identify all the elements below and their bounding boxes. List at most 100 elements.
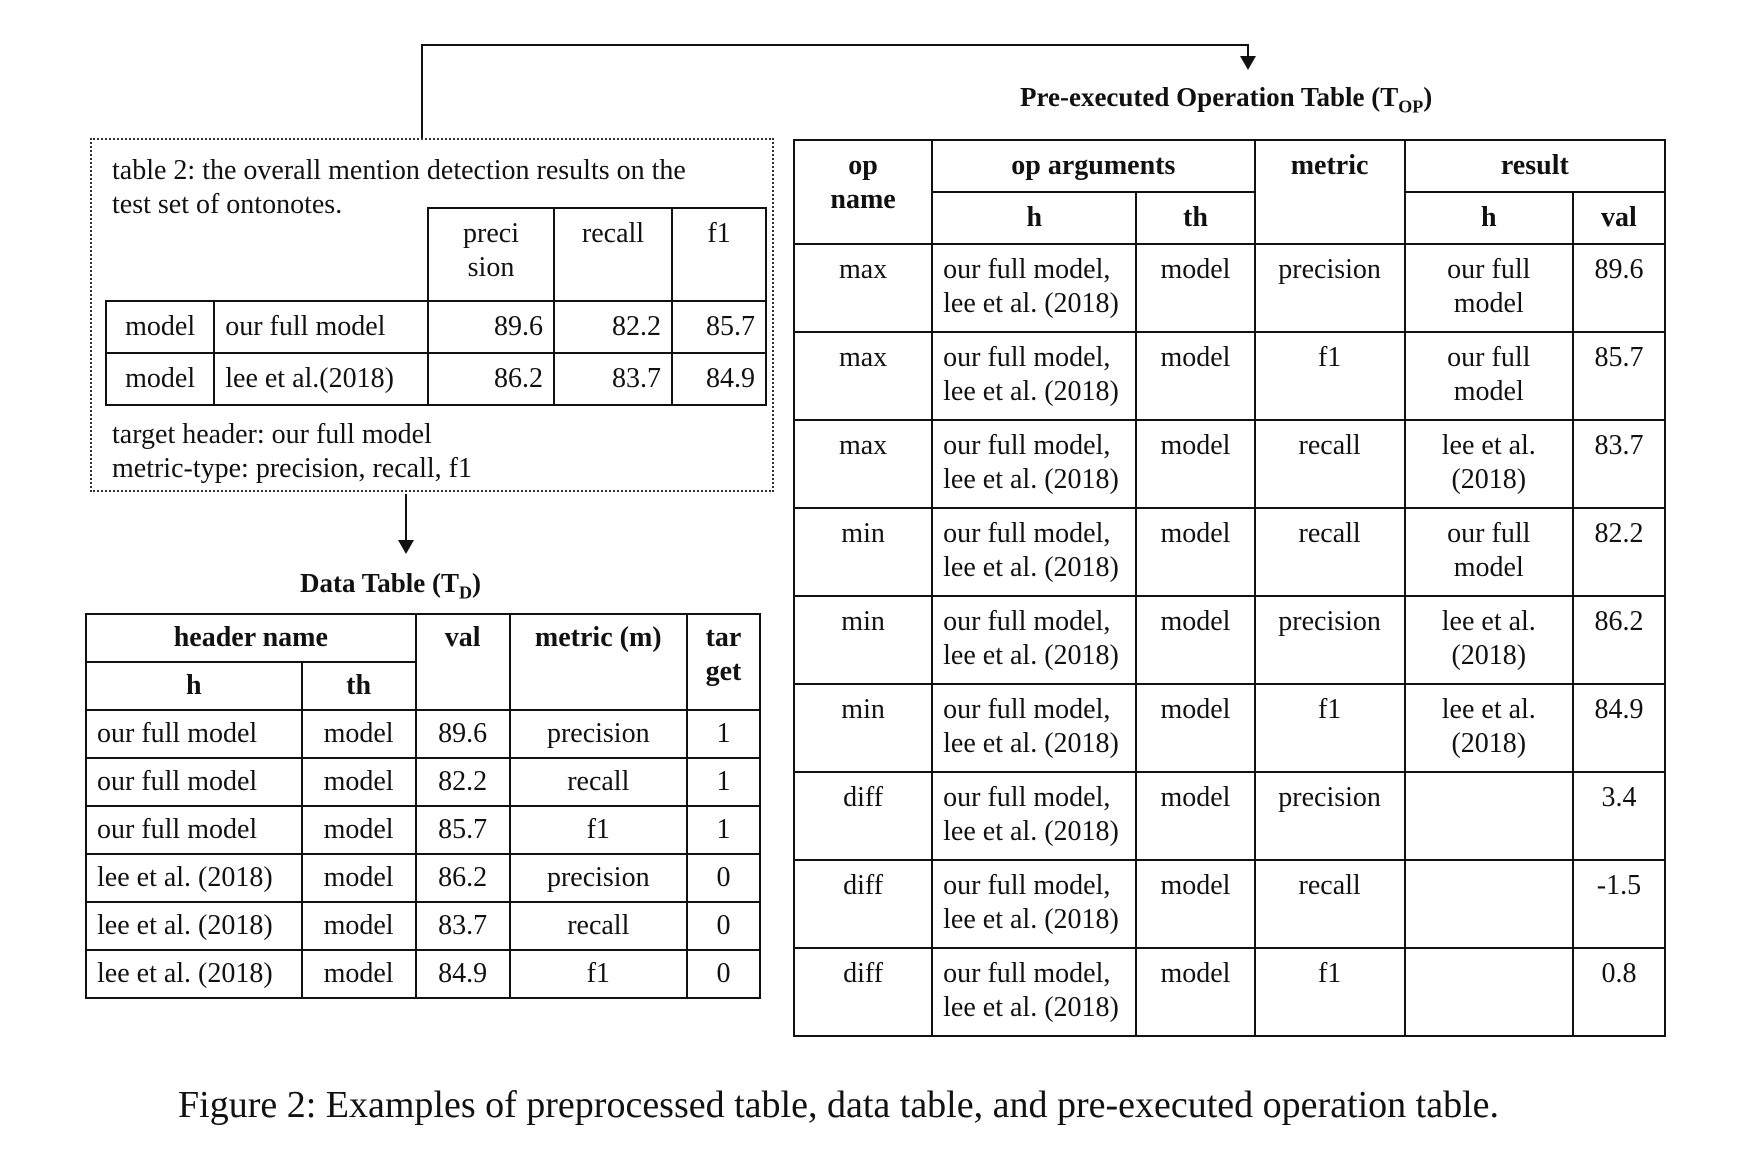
data-cell: precision <box>508 709 688 759</box>
snippet-cell: 89.6 <box>427 300 555 354</box>
th-header: th <box>300 661 417 711</box>
op-cell: max <box>792 243 934 333</box>
op-cell: max <box>792 331 934 421</box>
data-cell: 82.2 <box>414 757 511 807</box>
op-cell: our full model, lee et al. (2018) <box>931 507 1138 597</box>
data-table: header name val metric (m) tar get h th … <box>85 613 762 999</box>
data-cell: model <box>300 949 417 999</box>
snippet-caption-line2: test set of ontonotes. <box>112 189 343 220</box>
op-cell: lee et al. (2018) <box>1403 595 1574 685</box>
snippet-cell: 82.2 <box>553 300 673 354</box>
op-table-title-end: ) <box>1423 82 1433 112</box>
op-cell: f1 <box>1253 683 1406 773</box>
data-cell: lee et al. (2018) <box>85 901 303 951</box>
table-row: diff our full model, lee et al. (2018) mod… <box>792 947 1667 1037</box>
op-cell: our full model, lee et al. (2018) <box>931 859 1138 949</box>
data-cell: 0 <box>685 853 762 903</box>
snippet-col-f1: f1 <box>671 207 767 302</box>
op-cell: diff <box>792 771 934 861</box>
snippet-target-header: target header: our full model <box>112 419 432 450</box>
target-header: tar get <box>685 613 762 711</box>
data-cell: recall <box>508 757 688 807</box>
op-cell: our full model <box>1403 243 1574 333</box>
snippet-caption-line1: table 2: the overall mention detection r… <box>112 155 686 186</box>
data-table-title-end: ) <box>472 568 482 598</box>
data-cell: recall <box>508 901 688 951</box>
op-cell: diff <box>792 947 934 1037</box>
op-cell: model <box>1135 419 1256 509</box>
op-cell: recall <box>1253 419 1406 509</box>
result-header: result <box>1403 139 1667 193</box>
op-th-header: th <box>1135 191 1256 245</box>
table-row: diff our full model, lee et al. (2018) mod… <box>792 771 1667 861</box>
op-cell: 84.9 <box>1571 683 1667 773</box>
result-val-header: val <box>1571 191 1667 245</box>
data-cell: 0 <box>685 949 762 999</box>
snippet-cell: 84.9 <box>671 352 767 406</box>
data-cell: f1 <box>508 805 688 855</box>
op-cell: recall <box>1253 507 1406 597</box>
op-cell: our full model, lee et al. (2018) <box>931 243 1138 333</box>
op-cell: 0.8 <box>1571 947 1667 1037</box>
table-row: min our full model, lee et al. (2018) mode… <box>792 595 1667 685</box>
snippet-cell: 85.7 <box>671 300 767 354</box>
op-cell: our full model, lee et al. (2018) <box>931 947 1138 1037</box>
table-row: our full model model 89.6 precision 1 <box>85 709 762 759</box>
data-cell: model <box>300 805 417 855</box>
table-row: min our full model, lee et al. (2018) mode… <box>792 507 1667 597</box>
metric-header: metric <box>1253 139 1406 245</box>
table-row: max our full model, lee et al. (2018) mode… <box>792 331 1667 421</box>
connector-horizontal <box>421 44 1249 46</box>
data-cell: 89.6 <box>414 709 511 759</box>
op-cell: model <box>1135 771 1256 861</box>
op-cell: precision <box>1253 243 1406 333</box>
op-cell: model <box>1135 331 1256 421</box>
table-row: max our full model, lee et al. (2018) mode… <box>792 419 1667 509</box>
data-cell: our full model <box>85 805 303 855</box>
op-cell: 3.4 <box>1571 771 1667 861</box>
op-h-header: h <box>931 191 1138 245</box>
op-cell: 85.7 <box>1571 331 1667 421</box>
data-cell: lee et al. (2018) <box>85 853 303 903</box>
data-cell: model <box>300 757 417 807</box>
snippet-metric-type: metric-type: precision, recall, f1 <box>112 453 472 484</box>
op-cell: model <box>1135 507 1256 597</box>
op-cell: model <box>1135 243 1256 333</box>
data-cell: model <box>300 709 417 759</box>
data-cell: 0 <box>685 901 762 951</box>
op-cell: our full model, lee et al. (2018) <box>931 683 1138 773</box>
h-header: h <box>85 661 303 711</box>
data-cell: our full model <box>85 709 303 759</box>
data-cell: model <box>300 853 417 903</box>
op-cell: precision <box>1253 595 1406 685</box>
data-cell: 85.7 <box>414 805 511 855</box>
connector-vertical-to-data <box>405 494 407 544</box>
op-name-header: op name <box>792 139 934 245</box>
snippet-cell: 86.2 <box>427 352 555 406</box>
table-row: model lee et al.(2018) 86.2 83.7 84.9 <box>104 352 767 406</box>
op-cell: lee et al. (2018) <box>1403 683 1574 773</box>
op-cell: model <box>1135 683 1256 773</box>
data-cell: 84.9 <box>414 949 511 999</box>
preprocessed-table-box <box>90 138 774 492</box>
table-row: our full model model 82.2 recall 1 <box>85 757 762 807</box>
op-cell <box>1403 859 1574 949</box>
op-cell: model <box>1135 947 1256 1037</box>
op-cell: our full model <box>1403 331 1574 421</box>
header-name-header: header name <box>85 613 417 663</box>
data-cell: 1 <box>685 709 762 759</box>
val-header: val <box>414 613 511 711</box>
data-cell: f1 <box>508 949 688 999</box>
connector-vertical-up <box>421 44 423 140</box>
op-cell: 83.7 <box>1571 419 1667 509</box>
op-cell: model <box>1135 595 1256 685</box>
arrowhead-right-icon <box>1240 56 1256 70</box>
arrowhead-down-icon <box>398 540 414 554</box>
op-table-title-text: Pre-executed Operation Table (T <box>1020 82 1399 112</box>
op-cell: our full model, lee et al. (2018) <box>931 331 1138 421</box>
snippet-col-precision: preci sion <box>427 207 555 302</box>
table-row: model our full model 89.6 82.2 85.7 <box>104 300 767 354</box>
data-cell: precision <box>508 853 688 903</box>
data-table-title: Data Table (TD) <box>300 568 481 603</box>
op-cell: lee et al. (2018) <box>1403 419 1574 509</box>
